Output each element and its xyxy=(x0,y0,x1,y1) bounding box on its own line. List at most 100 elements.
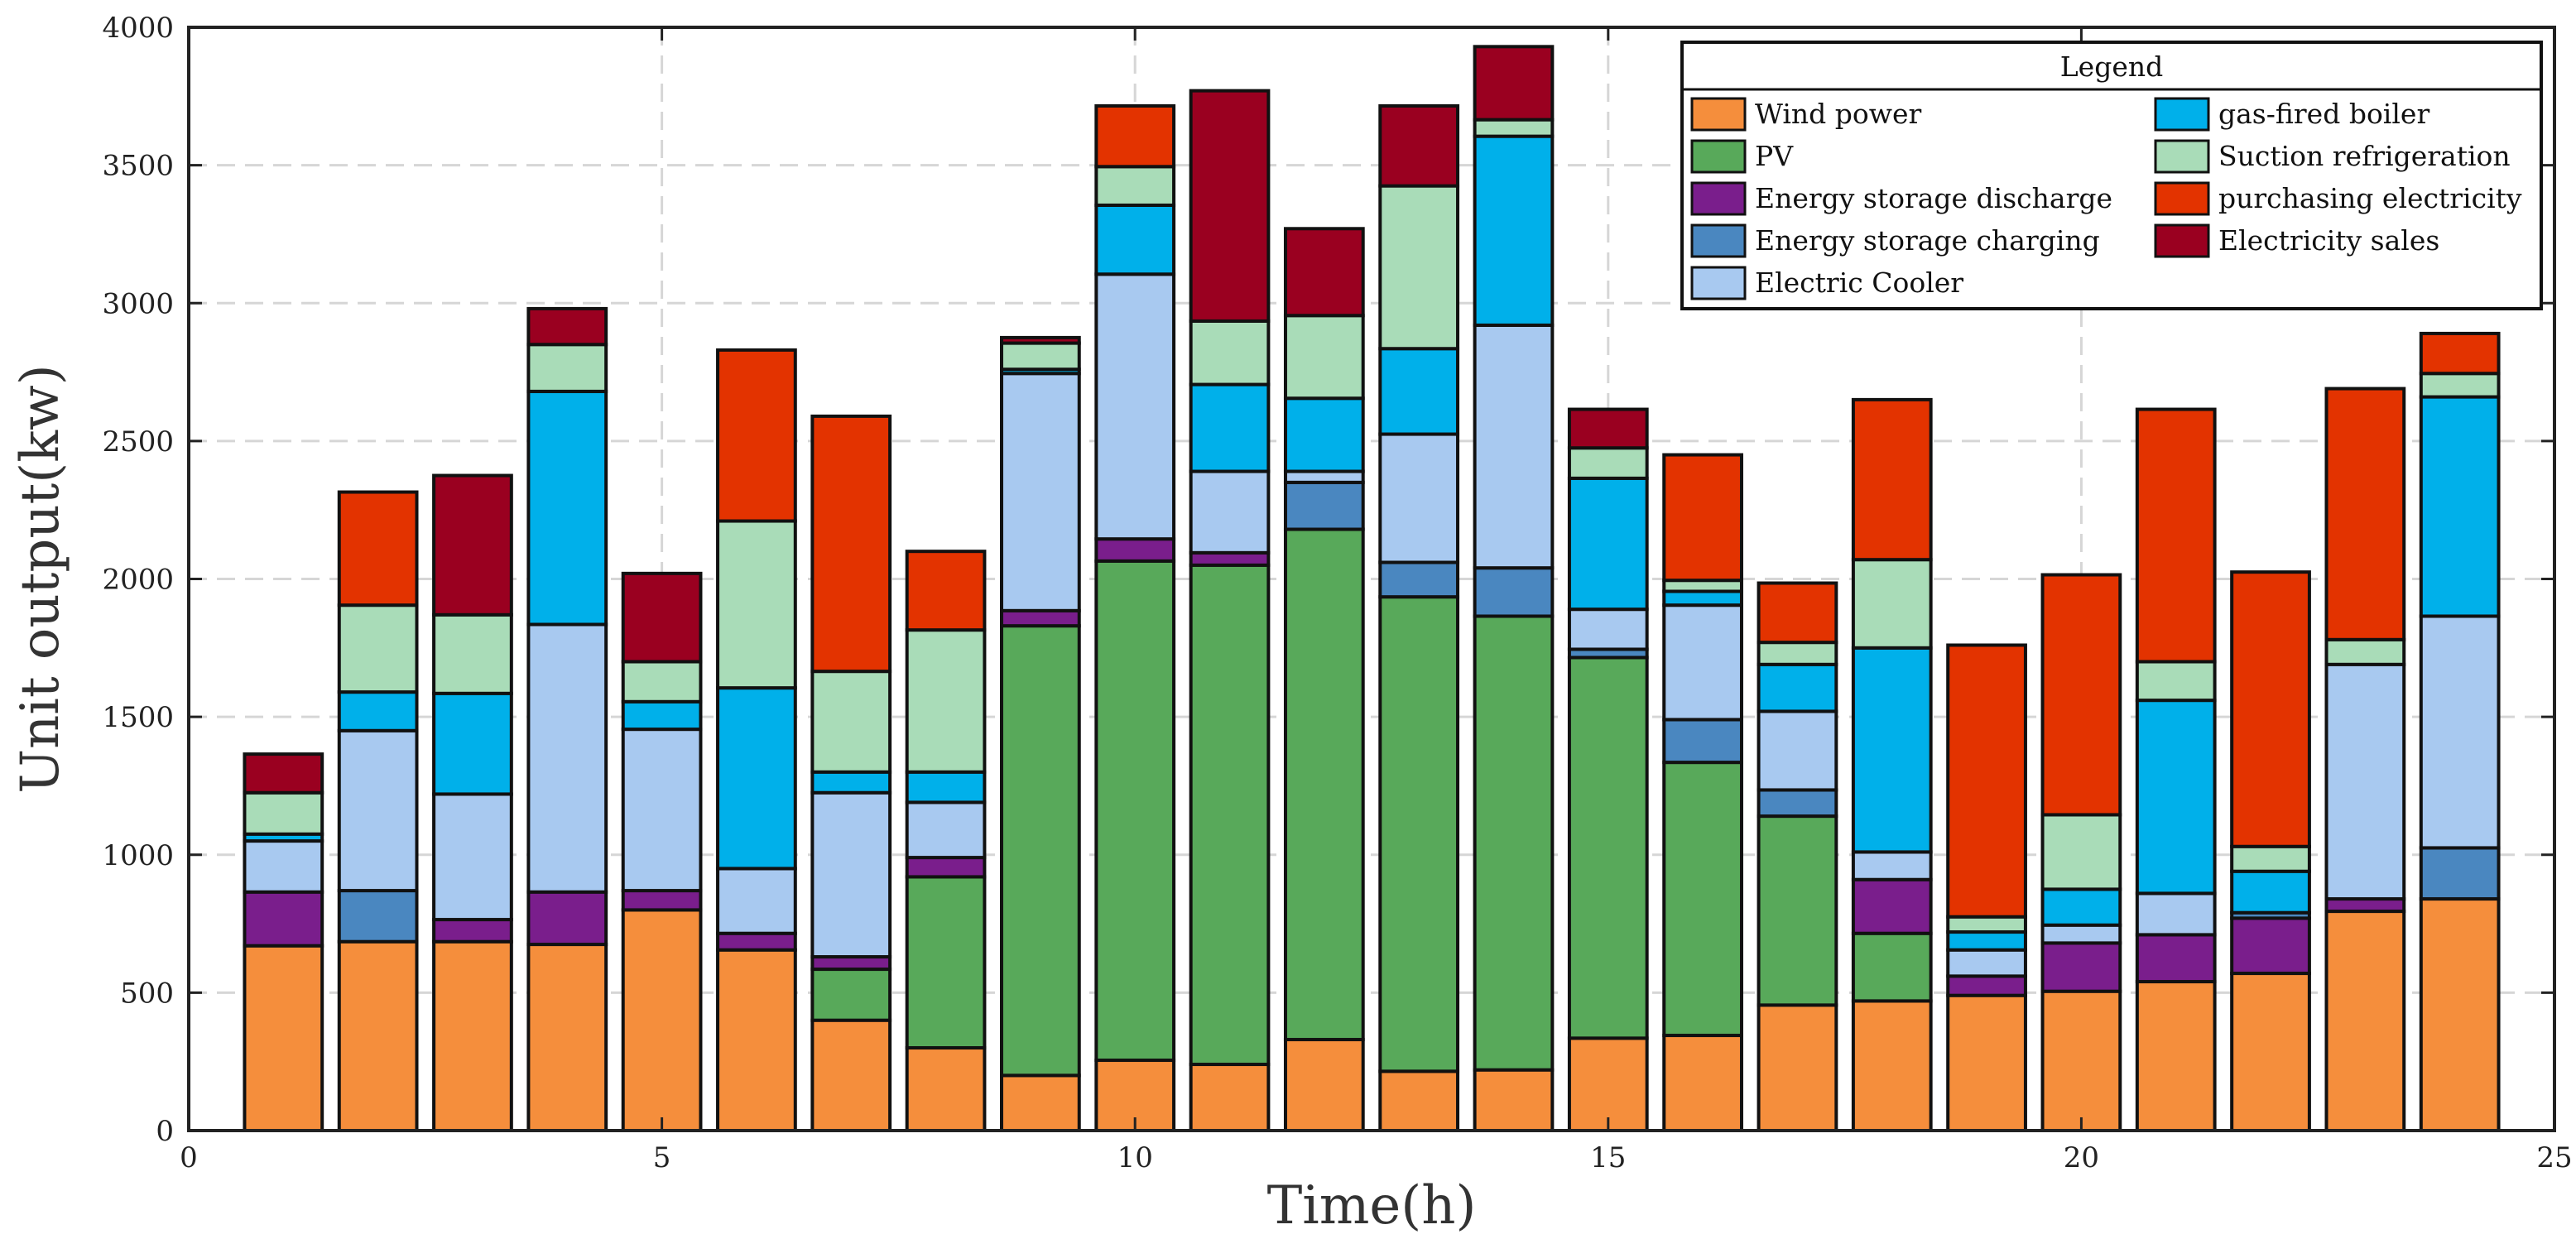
bar-stack-5 xyxy=(621,571,703,1133)
y-tick-label: 500 xyxy=(120,977,174,1010)
bar-segment xyxy=(1094,203,1176,276)
bar-segment xyxy=(337,728,419,893)
bar-stack-10 xyxy=(1094,103,1176,1132)
bar-segment xyxy=(716,931,797,952)
bar-segment xyxy=(1283,314,1365,401)
bar-stack-20 xyxy=(2040,573,2122,1132)
bar-segment xyxy=(1378,595,1460,1073)
bar-segment xyxy=(432,473,513,617)
bar-segment xyxy=(810,1018,892,1132)
bar-segment xyxy=(2324,387,2406,641)
bar-segment xyxy=(2324,897,2406,914)
bar-segment xyxy=(905,770,987,804)
bar-segment xyxy=(1567,446,1649,480)
bar-segment xyxy=(2135,660,2217,703)
bar-segment xyxy=(2419,846,2501,901)
bar-segment xyxy=(2419,614,2501,850)
bar-segment xyxy=(2230,844,2311,873)
bar-stack-13 xyxy=(1378,103,1460,1132)
bar-stack-3 xyxy=(432,473,513,1132)
bar-segment xyxy=(2419,395,2501,618)
bar-stack-9 xyxy=(1000,335,1081,1132)
bar-segment xyxy=(526,343,608,393)
bar-stack-11 xyxy=(1189,89,1271,1133)
bar-segment xyxy=(1000,608,1081,628)
bar-segment xyxy=(1378,560,1460,599)
y-tick-label: 3000 xyxy=(102,287,174,320)
bar-segment xyxy=(1567,1036,1649,1132)
bar-segment xyxy=(526,622,608,894)
bar-segment xyxy=(243,839,324,894)
bar-segment xyxy=(1000,1073,1081,1132)
legend-entry: Energy storage charging xyxy=(1755,224,2100,257)
bar-segment xyxy=(1851,850,1933,881)
bar-segment xyxy=(1094,272,1176,541)
bar-segment xyxy=(243,890,324,948)
bar-stack-19 xyxy=(1946,643,2027,1133)
bar-segment xyxy=(1378,347,1460,436)
bar-segment xyxy=(1757,641,1838,666)
bar-segment xyxy=(621,908,703,1133)
bar-segment xyxy=(1473,1068,1555,1133)
bar-segment xyxy=(526,890,608,947)
bar-segment xyxy=(810,670,892,774)
bar-segment xyxy=(243,944,324,1133)
bar-segment xyxy=(716,686,797,871)
legend-title: Legend xyxy=(2060,50,2163,83)
legend-swatch xyxy=(1690,181,1747,216)
legend-swatch xyxy=(2154,97,2210,132)
y-tick-label: 1000 xyxy=(102,839,174,872)
bar-segment xyxy=(2419,897,2501,1132)
bar-segment xyxy=(2040,989,2122,1132)
y-axis-label: Unit output(kw) xyxy=(10,364,71,794)
bar-segment xyxy=(716,948,797,1132)
bar-segment xyxy=(432,939,513,1132)
bar-segment xyxy=(1851,999,1933,1133)
legend-swatch xyxy=(1690,139,1747,174)
bar-segment xyxy=(1757,1003,1838,1132)
legend-entry: gas-fired boiler xyxy=(2218,98,2429,130)
bar-stack-24 xyxy=(2419,331,2501,1132)
bar-segment xyxy=(243,790,324,836)
bar-segment xyxy=(1851,877,1933,935)
x-tick-label: 25 xyxy=(2536,1141,2572,1174)
bar-segment xyxy=(1757,709,1838,792)
legend-swatch xyxy=(1690,97,1747,132)
bar-segment xyxy=(1662,453,1743,583)
legend-swatch xyxy=(2154,139,2210,174)
bar-stack-18 xyxy=(1851,397,1933,1133)
bar-segment xyxy=(621,699,703,732)
bar-stack-7 xyxy=(810,414,892,1132)
bar-segment xyxy=(1473,566,1555,618)
bar-segment xyxy=(621,571,703,664)
legend-entry: Electric Cooler xyxy=(1755,267,1963,299)
legend-swatch xyxy=(1690,266,1747,300)
bar-segment xyxy=(1378,184,1460,351)
bar-segment xyxy=(1094,537,1176,563)
bar-segment xyxy=(621,660,703,704)
legend-entry: Energy storage discharge xyxy=(1755,182,2112,214)
bar-segment xyxy=(337,603,419,694)
bar-segment xyxy=(2230,916,2311,976)
bar-segment xyxy=(1473,323,1555,570)
bar-segment xyxy=(1283,396,1365,473)
bar-segment xyxy=(1283,480,1365,531)
bar-segment xyxy=(1851,397,1933,562)
bar-segment xyxy=(432,918,513,944)
bar-segment xyxy=(1851,558,1933,650)
bar-stack-22 xyxy=(2230,570,2311,1132)
bar-segment xyxy=(2135,891,2217,937)
bar-segment xyxy=(1851,646,1933,854)
bar-stack-6 xyxy=(716,348,797,1132)
bar-segment xyxy=(1094,103,1176,169)
bar-stack-8 xyxy=(905,550,987,1133)
bar-segment xyxy=(1000,335,1081,345)
bar-stack-17 xyxy=(1757,581,1838,1132)
x-tick-label: 5 xyxy=(653,1141,671,1174)
bar-segment xyxy=(905,856,987,879)
bar-segment xyxy=(1283,527,1365,1042)
bar-segment xyxy=(1946,993,2027,1133)
bar-segment xyxy=(1473,134,1555,327)
bar-segment xyxy=(2040,941,2122,993)
bar-segment xyxy=(1946,930,2027,952)
